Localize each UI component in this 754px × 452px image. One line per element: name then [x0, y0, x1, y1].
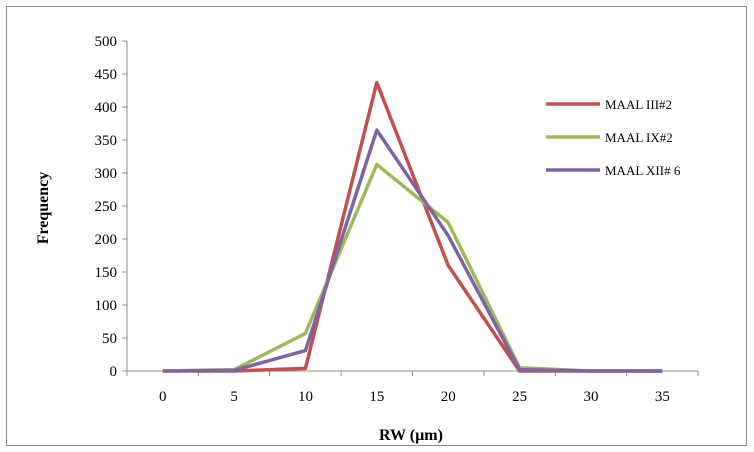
x-tick-label: 20	[441, 389, 456, 405]
y-tick-label: 450	[95, 67, 118, 83]
y-tick-label: 100	[95, 298, 118, 314]
series-line-2	[162, 162, 663, 373]
x-axis-ticks: 0 5 10 15 20 25 30 35	[126, 371, 699, 405]
y-tick-label: 250	[95, 199, 118, 215]
y-axis-ticks: 0 50 100 150 200 250 300 350 400 450 500	[95, 34, 127, 380]
legend-label: MAAL XII# 6	[605, 163, 681, 178]
y-tick-label: 0	[110, 364, 118, 380]
series-line-3	[162, 128, 663, 373]
y-tick-label: 400	[95, 100, 118, 116]
x-tick-label: 5	[230, 389, 238, 405]
legend-label: MAAL III#2	[605, 97, 672, 112]
y-tick-label: 350	[95, 133, 118, 149]
series-line-1	[162, 80, 663, 373]
x-tick-label: 0	[159, 389, 167, 405]
y-tick-label: 50	[102, 331, 117, 347]
y-tick-label: 200	[95, 232, 118, 248]
x-tick-label: 15	[369, 389, 384, 405]
x-axis-title: RW (µm)	[379, 427, 443, 444]
x-tick-label: 25	[512, 389, 527, 405]
x-tick-label: 30	[583, 389, 598, 405]
legend: MAAL III#2 MAAL IX#2 MAAL XII# 6	[546, 97, 681, 178]
legend-label: MAAL IX#2	[605, 130, 673, 145]
x-tick-label: 10	[298, 389, 313, 405]
x-tick-label: 35	[655, 389, 670, 405]
y-tick-label: 500	[95, 34, 118, 50]
y-axis-title: Frequency	[35, 172, 52, 245]
series-lines	[162, 80, 663, 373]
y-tick-label: 300	[95, 166, 118, 182]
y-tick-label: 150	[95, 265, 118, 281]
